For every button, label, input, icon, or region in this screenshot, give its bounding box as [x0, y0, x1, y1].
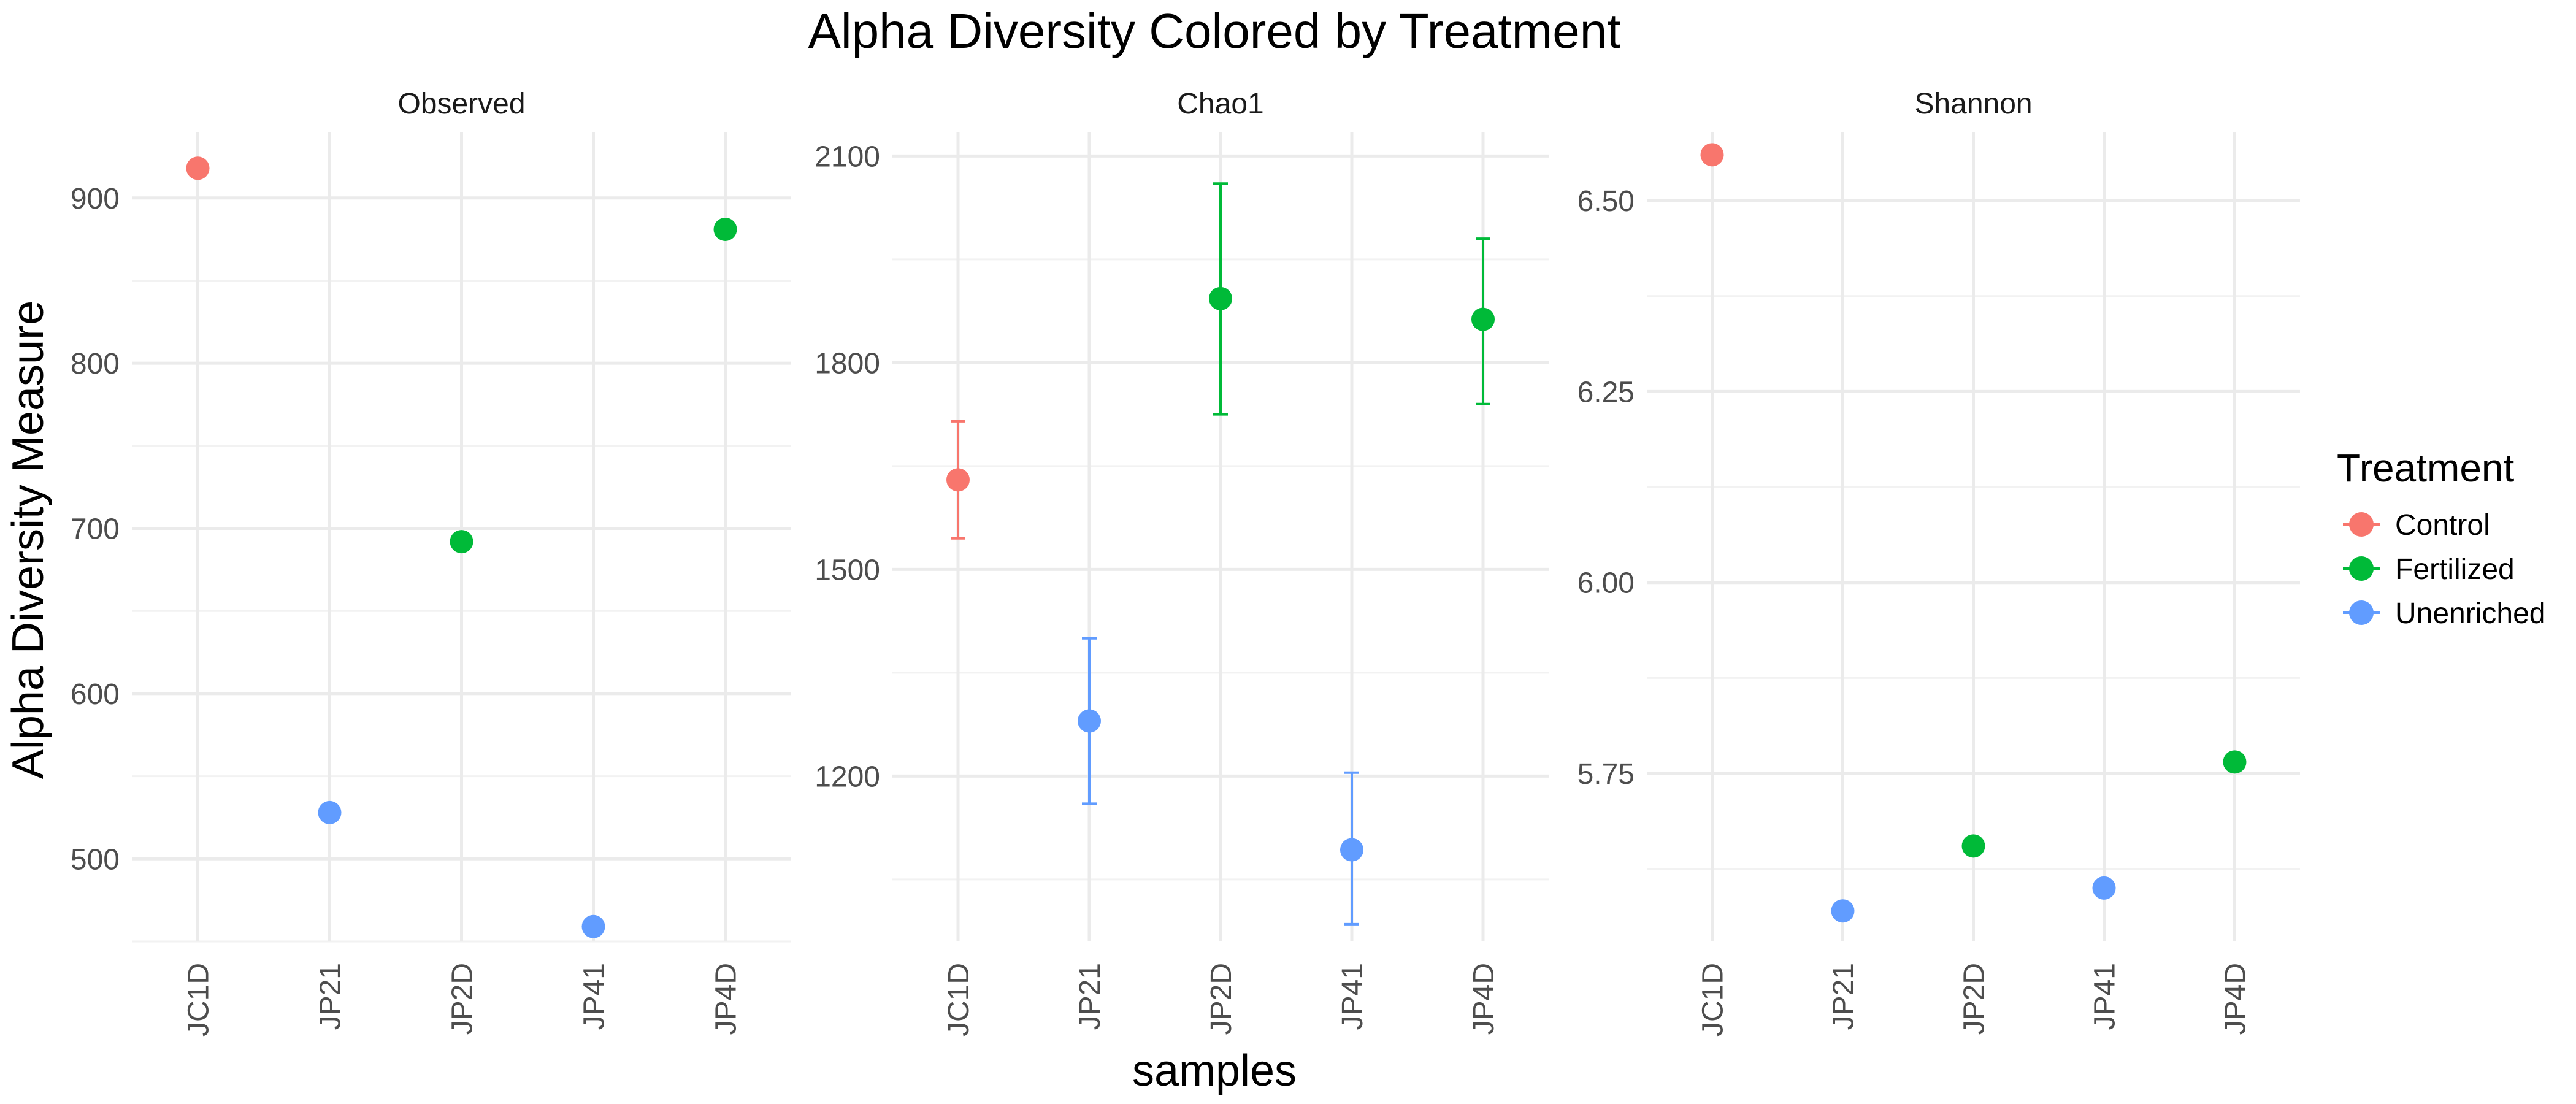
x-tick-label: JP4D — [1468, 963, 1500, 1035]
x-tick-label: JP2D — [447, 963, 479, 1035]
y-tick-label: 2100 — [815, 140, 880, 173]
data-point — [1209, 286, 1232, 310]
panel-chao1: Chao1 1200 1500 1800 2100 JC1D JP21 JP2D JP41 JP4… — [815, 88, 1549, 1037]
legend-key-point — [2349, 600, 2374, 625]
data-point — [1471, 307, 1495, 331]
y-tick-label: 1500 — [815, 554, 880, 586]
y-tick-label: 600 — [71, 678, 120, 711]
chart-title: Alpha Diversity Colored by Treatment — [808, 4, 1621, 58]
x-tick-label: JC1D — [183, 963, 215, 1037]
panel-shannon: Shannon 5.75 6.00 6.25 6.50 JC1D JP21 JP2D JP41 J… — [1577, 88, 2300, 1037]
x-tick-label: JP2D — [1958, 963, 1991, 1035]
data-point — [946, 468, 970, 492]
facet-label: Observed — [397, 88, 525, 120]
legend: Treatment Control Fertilized Unenriched — [2337, 446, 2545, 630]
x-tick-label: JP41 — [2089, 963, 2122, 1030]
data-point — [450, 530, 473, 554]
legend-key-point — [2349, 556, 2374, 581]
x-tick-label: JP41 — [1336, 963, 1369, 1030]
x-tick-label: JC1D — [1697, 963, 1730, 1037]
data-point — [186, 156, 210, 180]
x-tick-label: JP4D — [2220, 963, 2252, 1035]
x-tick-label: JP41 — [578, 963, 611, 1030]
panel-observed: Observed 500 600 700 800 900 JC1D JP21 JP2D JP41 J… — [71, 88, 791, 1037]
x-tick-label: JP4D — [710, 963, 743, 1035]
y-tick-label: 1200 — [815, 761, 880, 793]
data-point — [581, 914, 605, 938]
data-point — [1340, 838, 1363, 862]
legend-label: Control — [2395, 509, 2490, 542]
y-tick-label: 900 — [71, 183, 120, 215]
x-tick-label: JP21 — [1074, 963, 1106, 1030]
data-point — [1078, 709, 1101, 733]
data-point — [1700, 143, 1724, 167]
y-tick-label: 6.25 — [1577, 376, 1635, 408]
x-tick-label: JC1D — [943, 963, 975, 1037]
legend-item: Control — [2343, 509, 2490, 542]
y-axis-title: Alpha Diversity Measure — [4, 301, 53, 779]
y-tick-label: 500 — [71, 843, 120, 876]
x-tick-label: JP2D — [1205, 963, 1238, 1035]
y-tick-label: 6.00 — [1577, 567, 1635, 600]
y-tick-label: 700 — [71, 513, 120, 546]
y-tick-label: 800 — [71, 348, 120, 380]
facet-label: Shannon — [1914, 88, 2032, 120]
data-point — [2092, 876, 2116, 900]
facet-label: Chao1 — [1177, 88, 1263, 120]
legend-label: Unenriched — [2395, 597, 2545, 630]
data-point — [2223, 750, 2247, 774]
legend-title: Treatment — [2337, 446, 2515, 490]
y-tick-label: 1800 — [815, 347, 880, 380]
data-point — [1961, 834, 1985, 858]
data-point — [1831, 899, 1855, 923]
legend-item: Fertilized — [2343, 553, 2515, 586]
y-tick-label: 5.75 — [1577, 758, 1635, 791]
data-point — [318, 800, 342, 824]
x-axis-title: samples — [1132, 1046, 1297, 1095]
legend-key-point — [2349, 512, 2374, 537]
legend-item: Unenriched — [2343, 597, 2545, 630]
x-tick-label: JP21 — [315, 963, 347, 1030]
data-point — [713, 217, 737, 241]
y-tick-label: 6.50 — [1577, 185, 1635, 218]
x-tick-label: JP21 — [1828, 963, 1860, 1030]
legend-label: Fertilized — [2395, 553, 2515, 586]
